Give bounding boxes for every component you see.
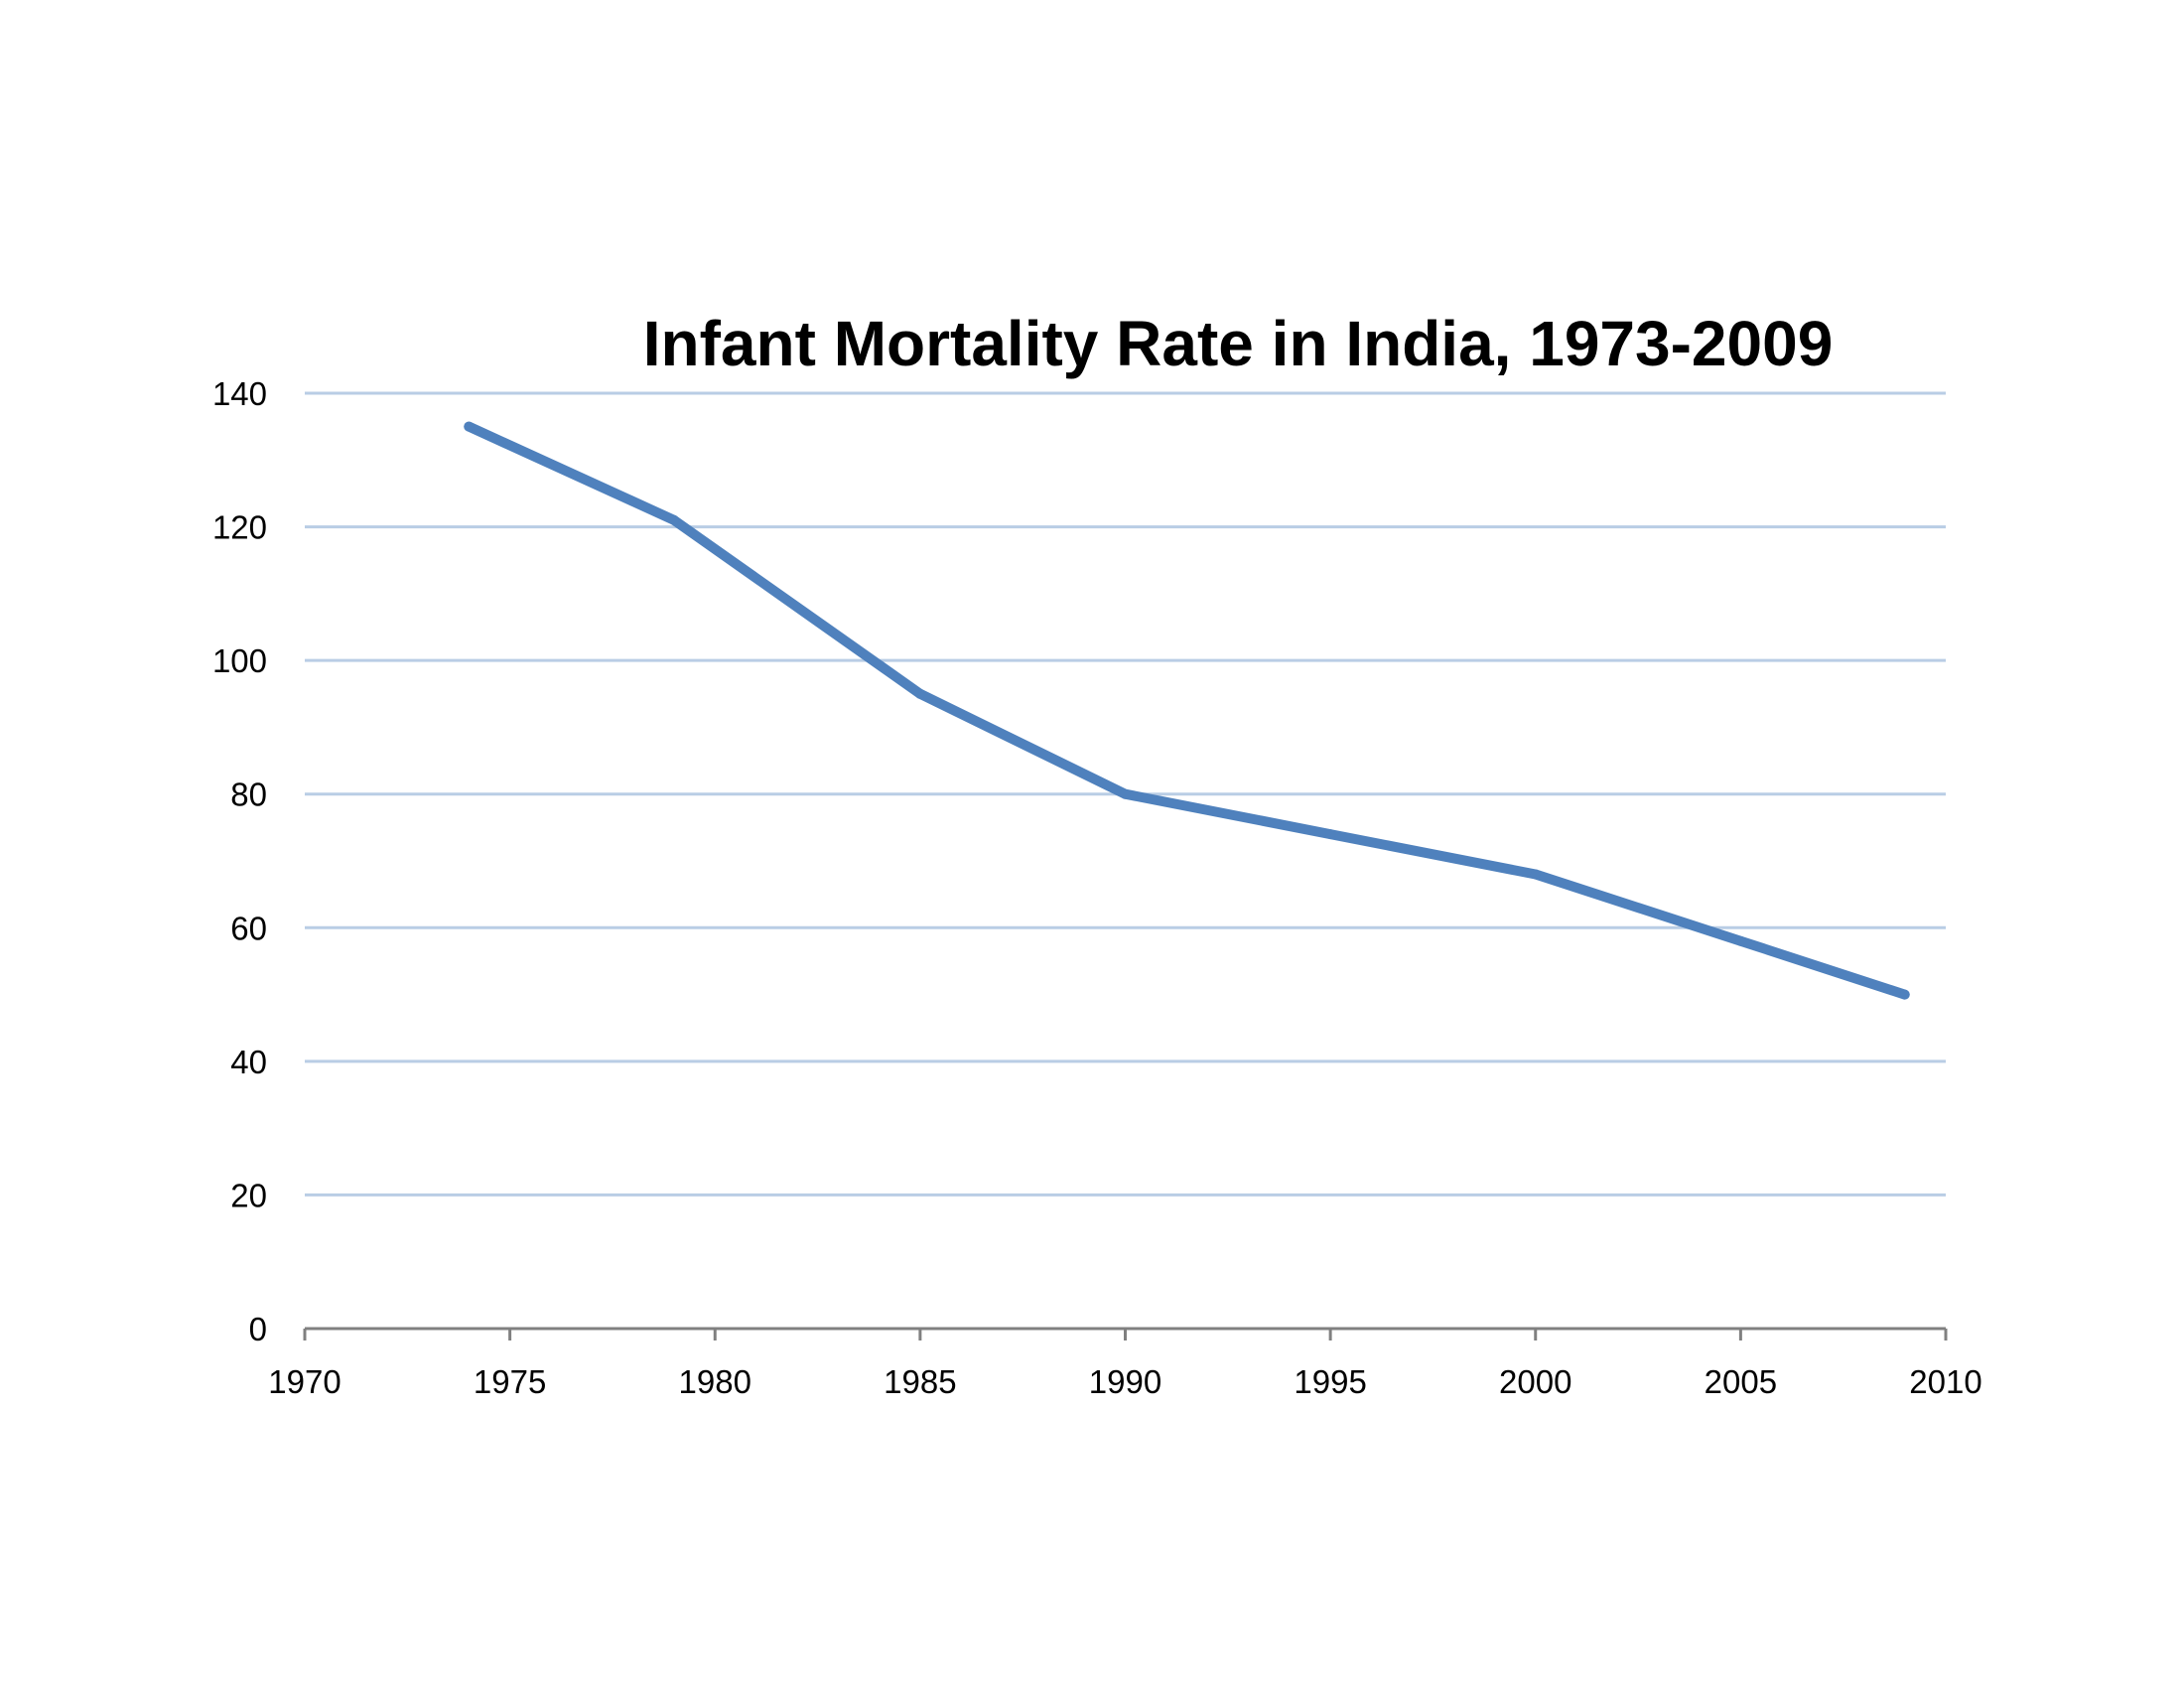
y-tick-label: 140	[212, 375, 267, 412]
x-tick-label: 1975	[474, 1363, 546, 1400]
gridlines	[305, 391, 1946, 1197]
x-tick-label: 2010	[1909, 1363, 1981, 1400]
data-point	[1735, 935, 1746, 946]
series-layer	[464, 421, 1910, 1000]
y-tick-label: 120	[212, 509, 267, 546]
x-tick-label: 1995	[1294, 1363, 1366, 1400]
x-tick-label: 2000	[1499, 1363, 1571, 1400]
x-tick-label: 1980	[679, 1363, 751, 1400]
y-axis-tick-labels: 0 20 40 60 80 100 120 140	[212, 375, 267, 1347]
y-tick-label: 100	[212, 642, 267, 679]
series-line-infant-mortality	[464, 421, 1910, 1000]
x-axis	[303, 1327, 1948, 1340]
data-point	[1120, 788, 1131, 799]
data-point	[914, 688, 925, 699]
x-tick-label: 1985	[884, 1363, 956, 1400]
y-tick-label: 40	[230, 1044, 267, 1080]
data-point	[1530, 869, 1541, 880]
y-tick-label: 20	[230, 1177, 267, 1213]
data-point	[464, 421, 475, 432]
x-axis-tick-labels: 1970 1975 1980 1985 1990 1995 2000 2005 2010	[268, 1363, 1981, 1400]
x-tick-label: 2005	[1705, 1363, 1777, 1400]
x-tick-label: 1990	[1089, 1363, 1161, 1400]
y-tick-label: 0	[249, 1311, 267, 1347]
y-tick-label: 80	[230, 776, 267, 813]
chart-title: Infant Mortality Rate in India, 1973-200…	[643, 308, 1834, 379]
y-tick-label: 60	[230, 910, 267, 946]
data-point	[668, 514, 679, 525]
data-point	[1899, 989, 1910, 1000]
x-tick-label: 1970	[268, 1363, 341, 1400]
data-point	[1325, 829, 1336, 840]
